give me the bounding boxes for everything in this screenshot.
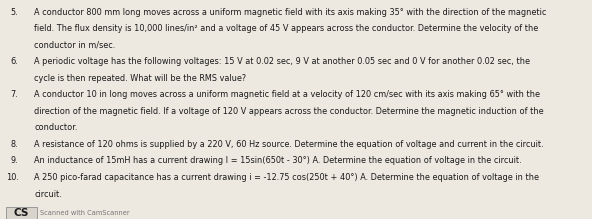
Text: cycle is then repeated. What will be the RMS value?: cycle is then repeated. What will be the… [34, 74, 246, 83]
Text: 6.: 6. [11, 57, 18, 66]
Text: Scanned with CamScanner: Scanned with CamScanner [40, 210, 130, 216]
Text: A 250 pico-farad capacitance has a current drawing i = -12.75 cos(250t + 40°) A.: A 250 pico-farad capacitance has a curre… [34, 173, 539, 182]
Text: 9.: 9. [11, 157, 18, 166]
Text: A conductor 10 in long moves across a uniform magnetic field at a velocity of 12: A conductor 10 in long moves across a un… [34, 90, 540, 99]
Text: circuit.: circuit. [34, 190, 62, 199]
Text: conductor in m/sec.: conductor in m/sec. [34, 41, 115, 50]
Text: direction of the magnetic field. If a voltage of 120 V appears across the conduc: direction of the magnetic field. If a vo… [34, 107, 544, 116]
Text: A resistance of 120 ohms is supplied by a 220 V, 60 Hz source. Determine the equ: A resistance of 120 ohms is supplied by … [34, 140, 544, 149]
Text: conductor.: conductor. [34, 124, 78, 132]
Text: field. The flux density is 10,000 lines/in² and a voltage of 45 V appears across: field. The flux density is 10,000 lines/… [34, 24, 539, 33]
Text: 10.: 10. [6, 173, 19, 182]
Text: A conductor 800 mm long moves across a uniform magnetic field with its axis maki: A conductor 800 mm long moves across a u… [34, 8, 546, 17]
FancyBboxPatch shape [6, 207, 37, 219]
Text: An inductance of 15mH has a current drawing I = 15sin(650t - 30°) A. Determine t: An inductance of 15mH has a current draw… [34, 157, 522, 166]
Text: 5.: 5. [11, 8, 18, 17]
Text: 7.: 7. [11, 90, 18, 99]
Text: CS: CS [14, 208, 29, 218]
Text: A periodic voltage has the following voltages: 15 V at 0.02 sec, 9 V at another : A periodic voltage has the following vol… [34, 57, 530, 66]
Text: 8.: 8. [11, 140, 18, 149]
